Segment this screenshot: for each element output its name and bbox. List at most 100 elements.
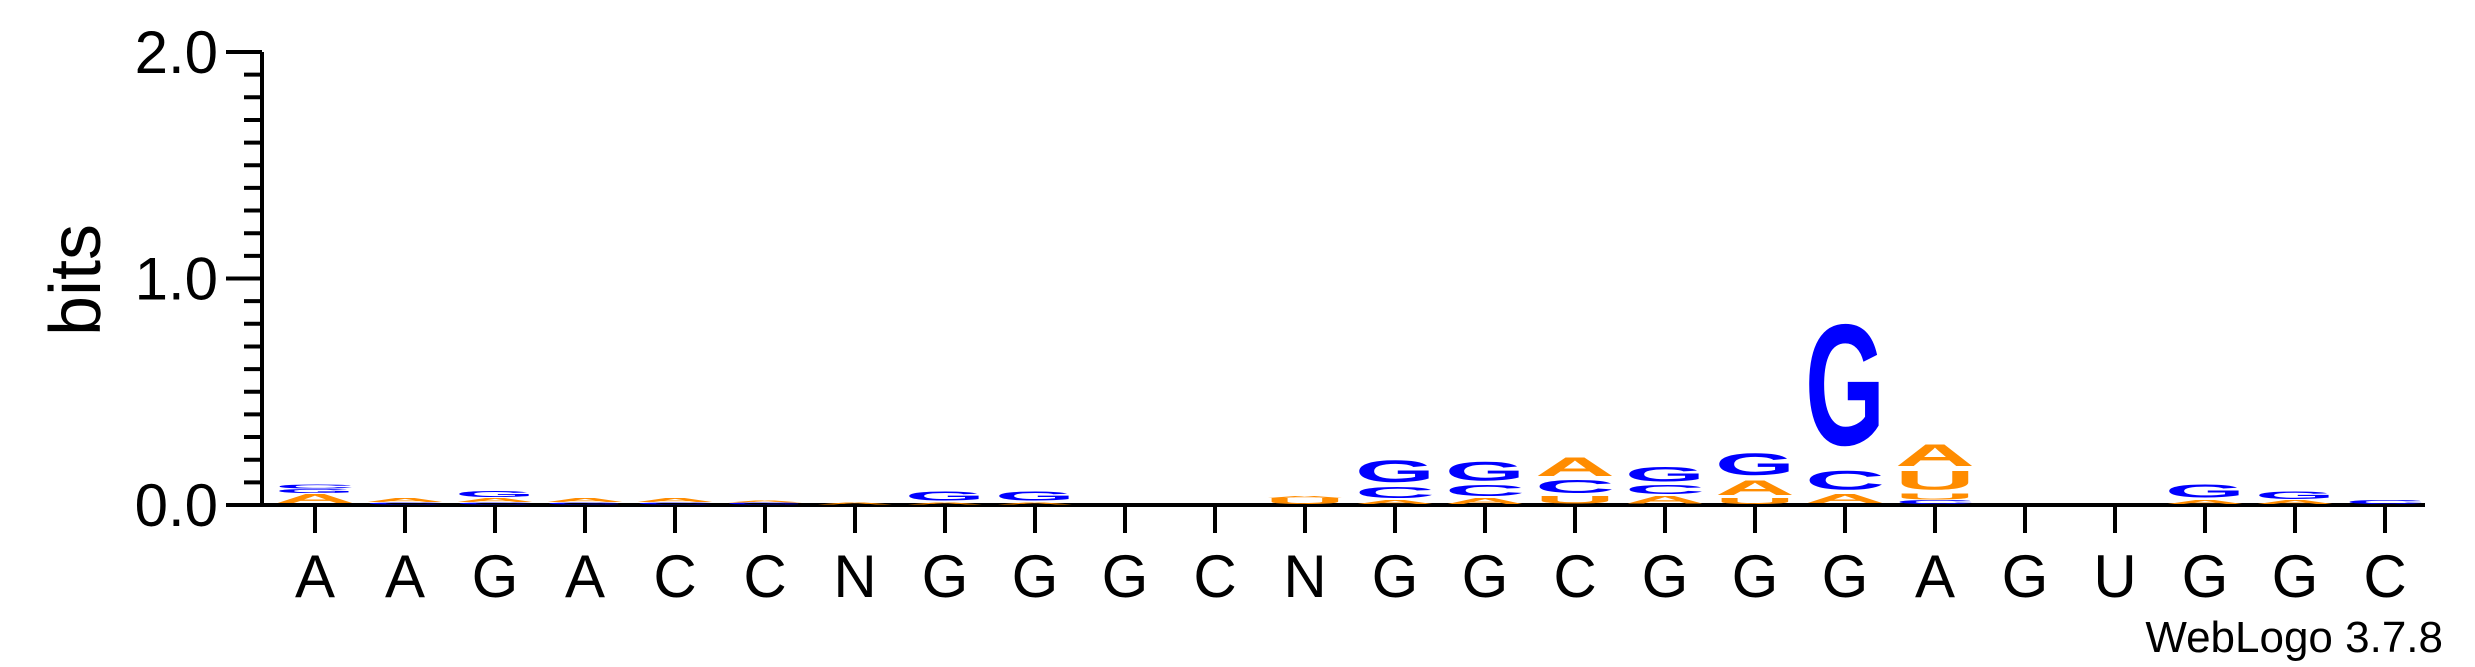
letter-stack: ACG	[1625, 462, 1705, 506]
position-label: C	[1553, 543, 1596, 610]
logo-letter: G	[1625, 462, 1705, 486]
logo-letter: C	[635, 502, 715, 505]
letter-stack: AG	[905, 489, 985, 505]
letter-stack: ACG	[1445, 456, 1525, 505]
y-axis-title: bits	[36, 224, 116, 336]
letter-stack: UA	[1265, 495, 1345, 505]
letter-stack: ACG	[1805, 289, 1885, 506]
position-label: U	[2093, 543, 2136, 610]
letter-stack: ACG	[1355, 453, 1435, 505]
letter-stack: GA	[725, 500, 805, 505]
logo-letter: U	[1895, 466, 1975, 496]
logo-letter: G	[1805, 289, 1885, 482]
logo-letter: A	[455, 497, 535, 503]
logo-letter: A	[725, 500, 805, 503]
letter-stack: AG	[995, 489, 1075, 505]
y-ticks: 0.0 1.0 2.0	[135, 19, 262, 539]
logo-letter: U	[1265, 497, 1345, 506]
logo-letter: C	[2345, 499, 2425, 505]
logo-letter: G	[2255, 489, 2335, 501]
letter-stack: AG	[2255, 489, 2335, 505]
logo-letter: A	[1805, 491, 1885, 506]
position-label: A	[295, 543, 335, 610]
logo-letter: G	[455, 490, 535, 499]
logo-letter: A	[365, 497, 445, 503]
logo-letter: A	[2255, 499, 2335, 505]
logo-letter: A	[905, 502, 985, 505]
position-label: G	[1372, 543, 1419, 610]
y-tick-label: 1.0	[135, 246, 218, 313]
letter-stack: GA	[545, 497, 625, 505]
position-label: G	[922, 543, 969, 610]
position-label: C	[2363, 543, 2406, 610]
logo-letter: A	[545, 497, 625, 503]
logo-letter: C	[1625, 482, 1705, 497]
logo-letter: A	[1355, 499, 1435, 505]
position-label: C	[653, 543, 696, 610]
logo-letter: G	[1445, 456, 1525, 486]
position-label: A	[1915, 543, 1955, 610]
y-tick-label: 2.0	[135, 19, 218, 86]
letter-stack: CA	[365, 497, 445, 505]
position-label: G	[1642, 543, 1689, 610]
logo-letter: C	[1895, 499, 1975, 505]
position-label: G	[2182, 543, 2229, 610]
position-label: C	[743, 543, 786, 610]
logo-letter: A	[995, 502, 1075, 505]
logo-letter: C	[1805, 466, 1885, 496]
letter-stack: AGC	[275, 484, 355, 506]
position-label: G	[1462, 543, 1509, 610]
position-label: G	[1102, 543, 1149, 610]
logo-letter: U	[1535, 494, 1615, 506]
logo-letter: A	[815, 502, 895, 505]
position-label: G	[1732, 543, 1779, 610]
position-label: A	[385, 543, 425, 610]
logo-letter: G	[1355, 453, 1435, 489]
letter-stack: CAG	[455, 490, 535, 505]
logo-letter: C	[365, 502, 445, 505]
y-tick-label: 0.0	[135, 472, 218, 539]
letter-stack: CA	[635, 497, 715, 505]
logo-letter: A	[1625, 494, 1705, 506]
letter-stack: UCA	[1535, 452, 1615, 505]
letter-stack: C	[2345, 499, 2425, 505]
position-label: N	[833, 543, 876, 610]
logo-letter: U	[1895, 492, 1975, 501]
logo-letter: G	[905, 489, 985, 504]
logo-letter: G	[545, 502, 625, 505]
logo-letter: G	[725, 502, 805, 505]
logo-letter: G	[1715, 447, 1795, 483]
logo-letter: G	[995, 489, 1075, 504]
logo-letter: A	[275, 491, 355, 506]
logo-letter: C	[1445, 481, 1525, 499]
position-label: G	[1822, 543, 1869, 610]
position-label: G	[2272, 543, 2319, 610]
letter-stack: AG	[2165, 481, 2245, 506]
logo-letter: A	[635, 497, 715, 503]
logo-letter: A	[1265, 495, 1345, 498]
logo-letter: G	[275, 488, 355, 494]
logo-letter: A	[1895, 438, 1975, 474]
logo-letter: C	[275, 484, 355, 490]
position-label: G	[472, 543, 519, 610]
logo-letter: C	[1535, 476, 1615, 497]
logo-letter: C	[1355, 484, 1435, 502]
logo-letter: A	[1445, 497, 1525, 506]
position-label: C	[1193, 543, 1236, 610]
logo-letter: C	[455, 502, 535, 505]
position-label: N	[1283, 543, 1326, 610]
logo-letter: A	[1535, 452, 1615, 482]
position-label: G	[1012, 543, 1059, 610]
logo-letter: A	[1715, 476, 1795, 500]
letter-stack: UAG	[1715, 447, 1795, 506]
logo-letter: A	[2165, 499, 2245, 505]
logo-letter: U	[1715, 497, 1795, 506]
position-label: G	[2002, 543, 2049, 610]
position-label: A	[565, 543, 605, 610]
weblogo-credit: WebLogo 3.7.8	[2145, 613, 2443, 662]
logo-letter: G	[2165, 481, 2245, 502]
